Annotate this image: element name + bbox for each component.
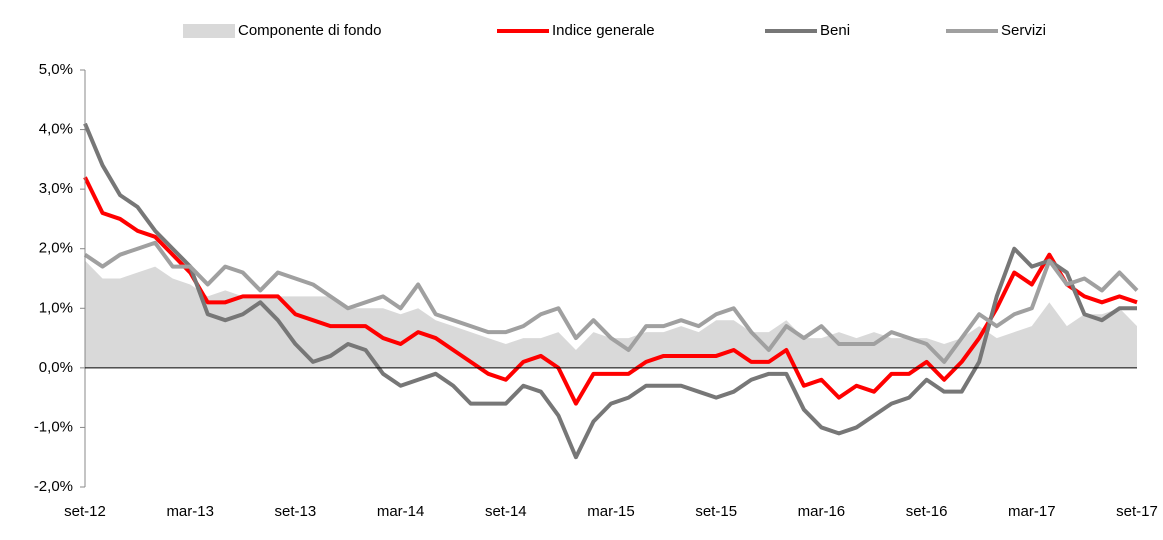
legend-label: Indice generale (552, 22, 655, 39)
y-tick-label: 2,0% (39, 240, 73, 257)
x-tick-label: set-14 (485, 503, 527, 520)
y-tick-label: 5,0% (39, 61, 73, 78)
x-tick-label: mar-17 (1008, 503, 1056, 520)
legend-label: Beni (820, 22, 850, 39)
x-tick-label: set-16 (906, 503, 948, 520)
y-tick-label: 0,0% (39, 359, 73, 376)
x-tick-label: mar-13 (166, 503, 214, 520)
x-tick-label: mar-15 (587, 503, 635, 520)
x-tick-label: mar-16 (798, 503, 846, 520)
line (83, 122, 1137, 460)
x-tick-label: set-17 (1116, 503, 1158, 520)
legend-label: Servizi (1001, 22, 1046, 39)
x-tick-label: set-12 (64, 503, 106, 520)
y-tick-label: -2,0% (34, 478, 73, 495)
x-tick-label: set-13 (275, 503, 317, 520)
area (85, 260, 1137, 368)
x-tick-label: set-15 (695, 503, 737, 520)
x-tick-label: mar-14 (377, 503, 425, 520)
legend-swatch (183, 24, 235, 38)
y-tick-label: -1,0% (34, 418, 73, 435)
y-tick-label: 1,0% (39, 299, 73, 316)
y-tick-label: 4,0% (39, 121, 73, 138)
legend-label: Componente di fondo (238, 22, 381, 39)
y-tick-label: 3,0% (39, 180, 73, 197)
line (83, 176, 1138, 406)
line (83, 240, 1139, 364)
